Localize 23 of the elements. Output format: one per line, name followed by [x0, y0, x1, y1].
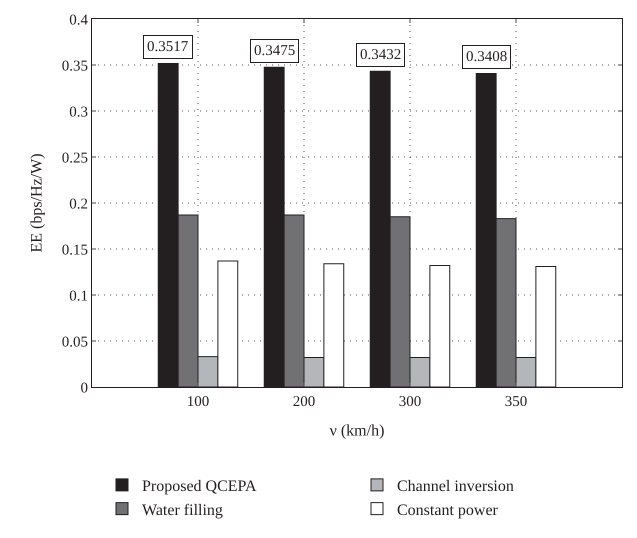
x-axis-title: ν (km/h): [330, 422, 384, 440]
data-label: 0.3408: [466, 49, 508, 65]
y-tick-label: 0.25: [62, 150, 88, 166]
x-tick-label: 100: [186, 394, 210, 410]
legend-label: Constant power: [397, 502, 499, 519]
y-tick-label: 0.4: [69, 12, 88, 28]
data-label: 0.3432: [360, 47, 402, 63]
x-tick-label: 300: [398, 394, 422, 410]
y-tick-label: 0.35: [62, 58, 88, 74]
x-tick-label: 350: [504, 394, 528, 410]
legend-label: Channel inversion: [397, 478, 514, 496]
data-label: 0.3475: [254, 43, 296, 59]
x-tick-label: 200: [292, 394, 316, 410]
y-axis-title: EE (bps/Hz/W): [28, 153, 46, 253]
y-tick-label: 0: [80, 380, 88, 396]
y-tick-label: 0.15: [62, 242, 88, 258]
y-tick-label: 0.2: [69, 196, 88, 212]
y-tick-label: 0.3: [69, 104, 88, 120]
legend-label: Proposed QCEPA: [142, 478, 257, 496]
data-label: 0.3517: [147, 39, 189, 55]
y-tick-label: 0.1: [69, 288, 88, 304]
y-tick-label: 0.05: [62, 334, 88, 350]
legend-label: Water filling: [142, 502, 223, 519]
